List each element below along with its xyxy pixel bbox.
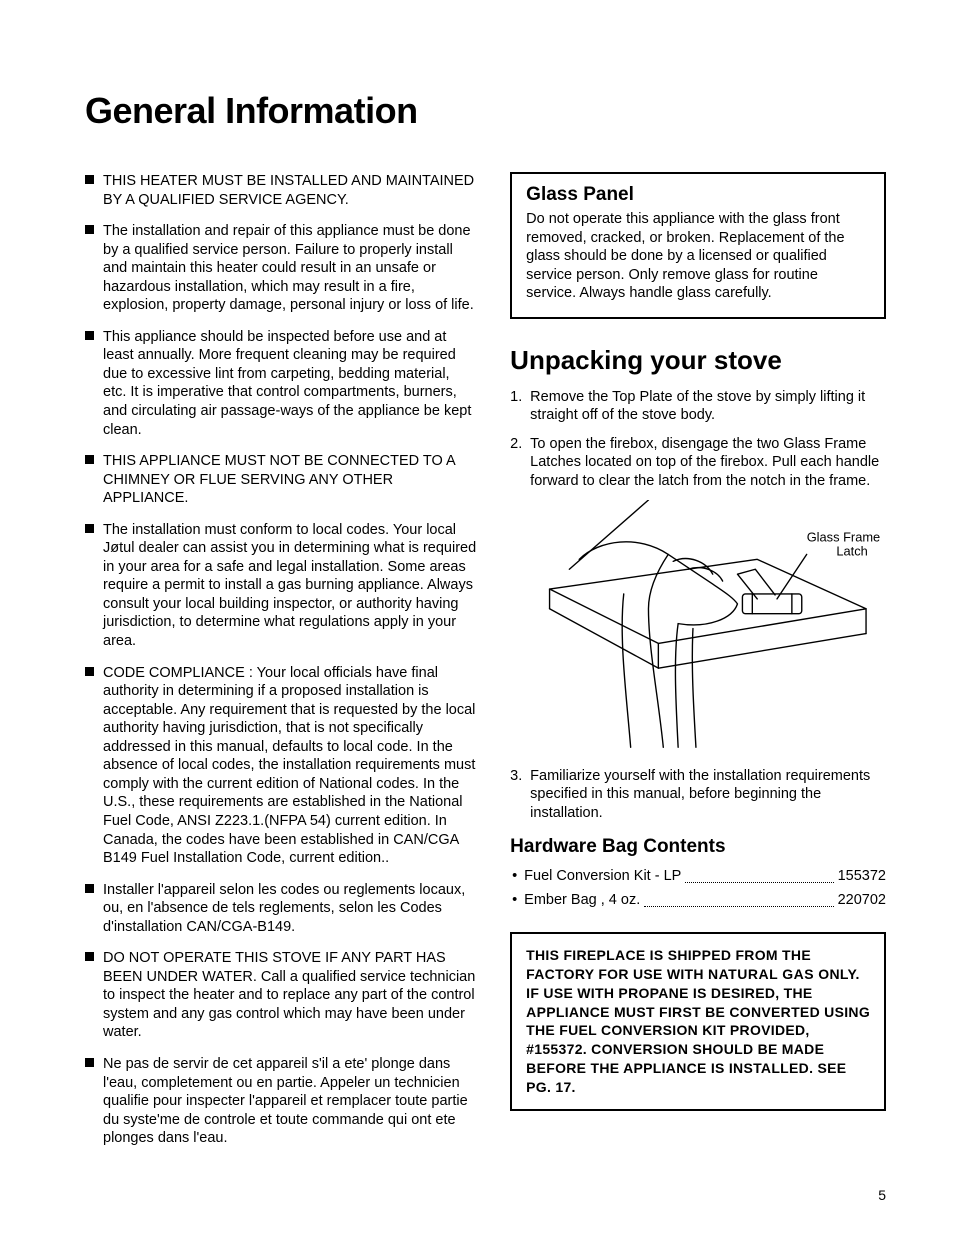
dot-leader [685, 866, 833, 883]
hardware-list: Fuel Conversion Kit - LP 155372 Ember Ba… [510, 866, 886, 912]
hardware-number: 220702 [838, 890, 886, 912]
left-column: THIS HEATER MUST BE INSTALLED AND MAINTA… [85, 172, 476, 1161]
hardware-label: Fuel Conversion Kit - LP [524, 866, 681, 888]
figure-label-line1: Glass Frame [807, 530, 881, 545]
glass-panel-text: Do not operate this appliance with the g… [526, 210, 870, 303]
page-title: General Information [85, 90, 886, 132]
hardware-title: Hardware Bag Contents [510, 836, 886, 858]
conversion-notice-box: THIS FIREPLACE IS SHIPPED FROM THE FACTO… [510, 932, 886, 1111]
unpacking-steps-cont: Familiarize yourself with the installati… [510, 767, 886, 823]
hardware-number: 155372 [838, 866, 886, 888]
bullet-item: THIS HEATER MUST BE INSTALLED AND MAINTA… [85, 172, 476, 209]
hardware-item: Fuel Conversion Kit - LP 155372 [524, 866, 886, 888]
right-column: Glass Panel Do not operate this applianc… [510, 172, 886, 1161]
figure-label-line2: Latch [837, 544, 868, 559]
step-item: Familiarize yourself with the installati… [510, 767, 886, 823]
notice-post: ONLY. IF USE WITH PROPANE IS DESIRED, TH… [526, 966, 870, 1095]
bullet-item: THIS APPLIANCE MUST NOT BE CONNECTED TO … [85, 452, 476, 508]
bullet-item: The installation must conform to local c… [85, 521, 476, 651]
bullet-item: DO NOT OPERATE THIS STOVE IF ANY PART HA… [85, 949, 476, 1042]
notice-emphasis: NATURAL GAS [708, 966, 814, 982]
bullet-item: The installation and repair of this appl… [85, 222, 476, 315]
glass-panel-title: Glass Panel [526, 184, 870, 206]
bullet-item: Installer l'appareil selon les codes ou … [85, 881, 476, 937]
page-number: 5 [878, 1187, 886, 1203]
unpacking-steps: Remove the Top Plate of the stove by sim… [510, 388, 886, 491]
hardware-label: Ember Bag , 4 oz. [524, 890, 640, 912]
unpacking-title: Unpacking your stove [510, 345, 886, 376]
safety-bullets: THIS HEATER MUST BE INSTALLED AND MAINTA… [85, 172, 476, 1148]
step-item: Remove the Top Plate of the stove by sim… [510, 388, 886, 425]
dot-leader [644, 890, 833, 907]
latch-figure: Glass Frame Latch [510, 500, 886, 752]
bullet-item: CODE COMPLIANCE : Your local officials h… [85, 664, 476, 868]
step-item: To open the firebox, disengage the two G… [510, 435, 886, 491]
hardware-item: Ember Bag , 4 oz. 220702 [524, 890, 886, 912]
bullet-item: Ne pas de servir de cet appareil s'il a … [85, 1055, 476, 1148]
two-column-layout: THIS HEATER MUST BE INSTALLED AND MAINTA… [85, 172, 886, 1161]
glass-panel-box: Glass Panel Do not operate this applianc… [510, 172, 886, 319]
latch-illustration-icon: Glass Frame Latch [510, 500, 886, 747]
bullet-item: This appliance should be inspected befor… [85, 328, 476, 439]
